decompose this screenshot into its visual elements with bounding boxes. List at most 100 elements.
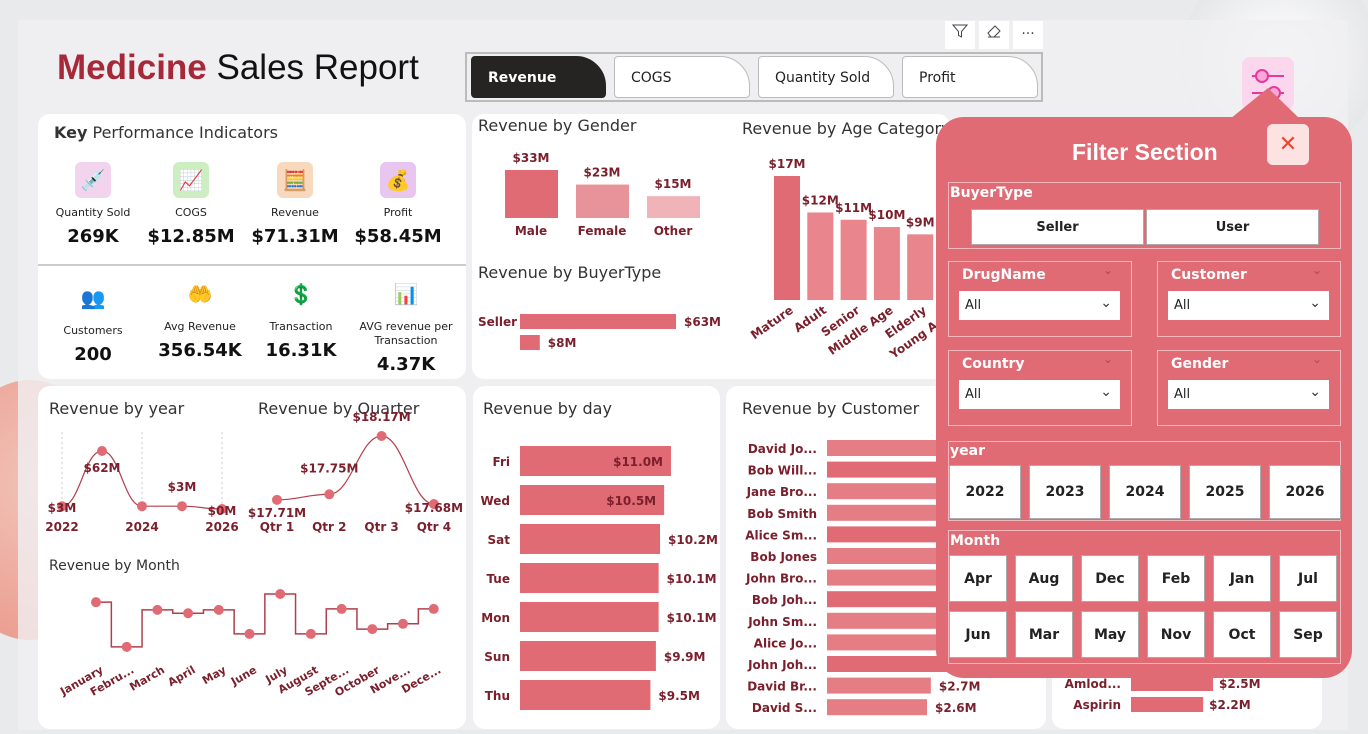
quarter-point [428, 499, 439, 509]
month-step-line [96, 593, 434, 648]
chevron-down-icon: ⌄ [1100, 384, 1112, 400]
customer-bar [827, 526, 967, 543]
year-2026-button[interactable]: 2026 [1269, 465, 1341, 519]
kpi-title-rest: Performance Indicators [87, 123, 279, 142]
year-data-label: $3M [168, 480, 197, 494]
year-2022-button[interactable]: 2022 [949, 465, 1021, 519]
chevron-down-icon: ⌄ [1309, 384, 1321, 400]
chevron-down-icon[interactable]: ⌄ [1312, 352, 1323, 366]
month-jan-button[interactable]: Jan [1213, 555, 1271, 602]
month-may-button[interactable]: May [1081, 611, 1139, 658]
day-bar-label: $11.0M [613, 455, 663, 469]
quarter-data-label: $17.71M [248, 506, 306, 520]
customer-bar [827, 591, 967, 608]
month-jun-button[interactable]: Jun [949, 611, 1007, 658]
drug-bar [1131, 676, 1213, 691]
more-options-button[interactable]: ··· [1013, 21, 1043, 49]
drugname-dropdown[interactable]: All ⌄ [959, 291, 1120, 320]
age-bar-label: $12M [802, 193, 839, 207]
gender-dropdown[interactable]: All ⌄ [1168, 380, 1329, 409]
buyertype-bar [520, 314, 676, 329]
customer-category-label: John Sm... [747, 615, 817, 629]
kpi-label: AVG revenue per Transaction [359, 320, 453, 347]
chevron-down-icon[interactable]: ⌄ [1312, 263, 1323, 277]
customer-bar [827, 634, 967, 651]
kpi-title: Key Performance Indicators [54, 123, 278, 142]
chart-money-icon: 📈 [173, 162, 209, 198]
kpi-card [38, 114, 466, 379]
month-point [428, 603, 439, 614]
chart-title-customer: Revenue by Customer [742, 399, 920, 418]
buyertype-user-button[interactable]: User [1146, 209, 1319, 245]
customer-dropdown[interactable]: All ⌄ [1168, 291, 1329, 320]
month-slicer [948, 530, 1341, 664]
eraser-icon[interactable] [979, 21, 1009, 49]
gender-buyer-age-card [472, 114, 950, 379]
tab-revenue[interactable]: Revenue [471, 56, 606, 98]
kpi-label: Quantity Sold [55, 206, 131, 219]
month-point [183, 608, 194, 619]
kpi-label: COGS [175, 206, 207, 219]
kpi-label: Revenue [271, 206, 319, 219]
drugname-slicer [948, 261, 1132, 337]
customer-bar [827, 548, 967, 564]
kpi-label: Profit [383, 206, 413, 219]
month-tick-label: March [127, 663, 167, 693]
month-tick-label: June [228, 663, 259, 688]
month-mar-button[interactable]: Mar [1015, 611, 1073, 658]
customer-category-label: Bob Will... [748, 464, 817, 478]
day-category-label: Thu [485, 689, 510, 703]
year-2023-button[interactable]: 2023 [1029, 465, 1101, 519]
customer-category-label: David Br... [747, 680, 817, 694]
gender-category-label: Female [578, 224, 627, 238]
customer-slicer-title: Customer [1171, 267, 1247, 283]
month-point [244, 628, 255, 639]
year-2024-button[interactable]: 2024 [1109, 465, 1181, 519]
month-nov-button[interactable]: Nov [1147, 611, 1205, 658]
month-apr-button[interactable]: Apr [949, 555, 1007, 602]
month-aug-button[interactable]: Aug [1015, 555, 1073, 602]
chart-title-year: Revenue by year [49, 399, 185, 418]
country-slicer [948, 350, 1132, 426]
month-point [121, 641, 132, 652]
year-2025-button[interactable]: 2025 [1189, 465, 1261, 519]
growth-person-icon: 📊 [393, 282, 419, 306]
tab-quantity-sold[interactable]: Quantity Sold [758, 56, 894, 98]
chevron-down-icon[interactable]: ⌄ [1103, 352, 1114, 366]
year-point [217, 504, 227, 514]
close-filter-button[interactable]: ✕ [1267, 124, 1309, 165]
filter-icon[interactable] [945, 21, 975, 49]
quarter-data-label: $17.75M [300, 461, 358, 475]
year-line [61, 450, 223, 510]
month-jul-button[interactable]: Jul [1279, 555, 1337, 602]
buyertype-seller-button[interactable]: Seller [971, 209, 1144, 245]
country-dropdown-value: All [965, 387, 982, 402]
month-dec-button[interactable]: Dec [1081, 555, 1139, 602]
country-dropdown[interactable]: All ⌄ [959, 380, 1120, 409]
customer-bar [827, 569, 967, 586]
customer-bar-label: $2.7M [939, 680, 981, 694]
chevron-down-icon[interactable]: ⌄ [1103, 263, 1114, 277]
kpi-quantity-sold: 💉 Quantity Sold 269K [43, 162, 143, 247]
drugname-dropdown-value: All [965, 298, 982, 313]
month-point [305, 628, 316, 639]
month-sep-button[interactable]: Sep [1279, 611, 1337, 658]
day-category-label: Sat [488, 533, 511, 547]
year-data-label: $62M [84, 461, 121, 475]
month-feb-button[interactable]: Feb [1147, 555, 1205, 602]
year-point [57, 501, 67, 512]
month-oct-button[interactable]: Oct [1213, 611, 1271, 658]
age-bar-label: $17M [769, 157, 806, 171]
year-point [97, 446, 107, 456]
tab-cogs[interactable]: COGS [614, 56, 750, 98]
chart-title-month: Revenue by Month [49, 558, 180, 574]
chart-title-buyertype: Revenue by BuyerType [478, 263, 662, 282]
kpi-avg-revenue-per-transaction: 📊 AVG revenue per Transaction 4.37K [356, 276, 456, 375]
tab-profit[interactable]: Profit [902, 56, 1038, 98]
kpi-label: Transaction [269, 320, 333, 333]
day-bar [520, 680, 651, 710]
day-bar [520, 641, 656, 671]
customer-category-label: David Jo... [748, 442, 817, 456]
day-category-label: Mon [481, 611, 510, 625]
drug-category-label: Aspirin [1073, 698, 1121, 712]
